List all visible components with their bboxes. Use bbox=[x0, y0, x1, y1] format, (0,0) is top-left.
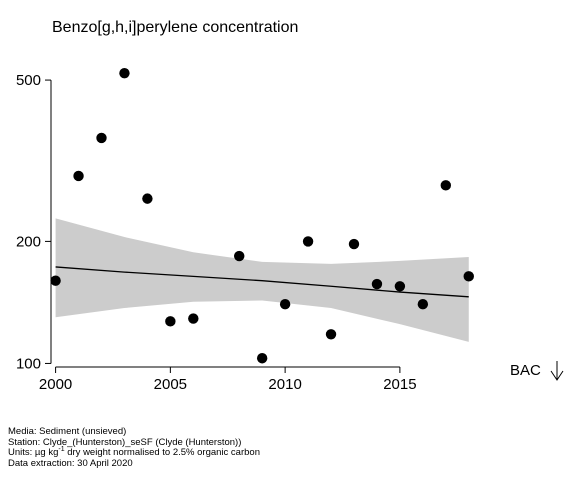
data-point bbox=[463, 271, 474, 282]
data-point bbox=[371, 278, 383, 290]
x-tick-label: 2005 bbox=[154, 376, 187, 393]
footer-units-sup: -1 bbox=[58, 446, 65, 453]
y-tick-label: 100 bbox=[16, 355, 41, 372]
data-points-layer bbox=[50, 67, 474, 364]
bac-label: BAC bbox=[510, 362, 541, 379]
footer-units-prefix: Units: µg kg bbox=[8, 447, 59, 458]
data-point bbox=[440, 180, 451, 191]
y-tick-label: 200 bbox=[16, 233, 41, 250]
footer-extraction: Data extraction: 30 April 2020 bbox=[8, 457, 133, 469]
data-point bbox=[325, 329, 337, 340]
axes-layer bbox=[45, 79, 401, 373]
data-point bbox=[234, 250, 245, 262]
trend-line bbox=[55, 266, 469, 298]
tick-labels-layer: 100 200 500 2000 2005 2010 2015 bbox=[16, 72, 417, 393]
data-point bbox=[119, 67, 130, 79]
data-point bbox=[302, 236, 314, 247]
data-point bbox=[417, 299, 429, 310]
data-point bbox=[50, 275, 61, 286]
x-tick-label: 2015 bbox=[383, 376, 416, 393]
data-point bbox=[256, 353, 268, 364]
trend-line-layer bbox=[55, 266, 469, 298]
data-point bbox=[188, 313, 199, 324]
x-tick-label: 2000 bbox=[39, 376, 72, 393]
down-arrow-icon bbox=[550, 361, 564, 381]
footer-units: Units: µg kg-1 dry weight normalised to … bbox=[8, 446, 260, 459]
data-point bbox=[348, 238, 360, 250]
x-tick-label: 2010 bbox=[268, 376, 301, 393]
footer-station: Station: Clyde_(Hunterston)_seSF (Clyde … bbox=[8, 436, 242, 448]
bac-annotation: BAC bbox=[510, 361, 564, 381]
footer-media: Media: Sediment (unsieved) bbox=[8, 426, 127, 437]
chart-footer: Media: Sediment (unsieved) Station: Clyd… bbox=[8, 426, 260, 469]
data-point bbox=[73, 170, 84, 182]
chart-svg: 100 200 500 2000 2005 2010 2015 BAC bbox=[16, 67, 564, 393]
data-point bbox=[394, 281, 406, 292]
data-point bbox=[165, 316, 176, 327]
y-tick-label: 500 bbox=[16, 72, 41, 89]
chart-title: Benzo[g,h,i]perylene concentration bbox=[52, 19, 299, 36]
data-point bbox=[142, 193, 153, 204]
footer-units-suffix: dry weight normalised to 2.5% organic ca… bbox=[64, 447, 260, 458]
data-point bbox=[279, 299, 291, 310]
data-point bbox=[96, 132, 107, 144]
